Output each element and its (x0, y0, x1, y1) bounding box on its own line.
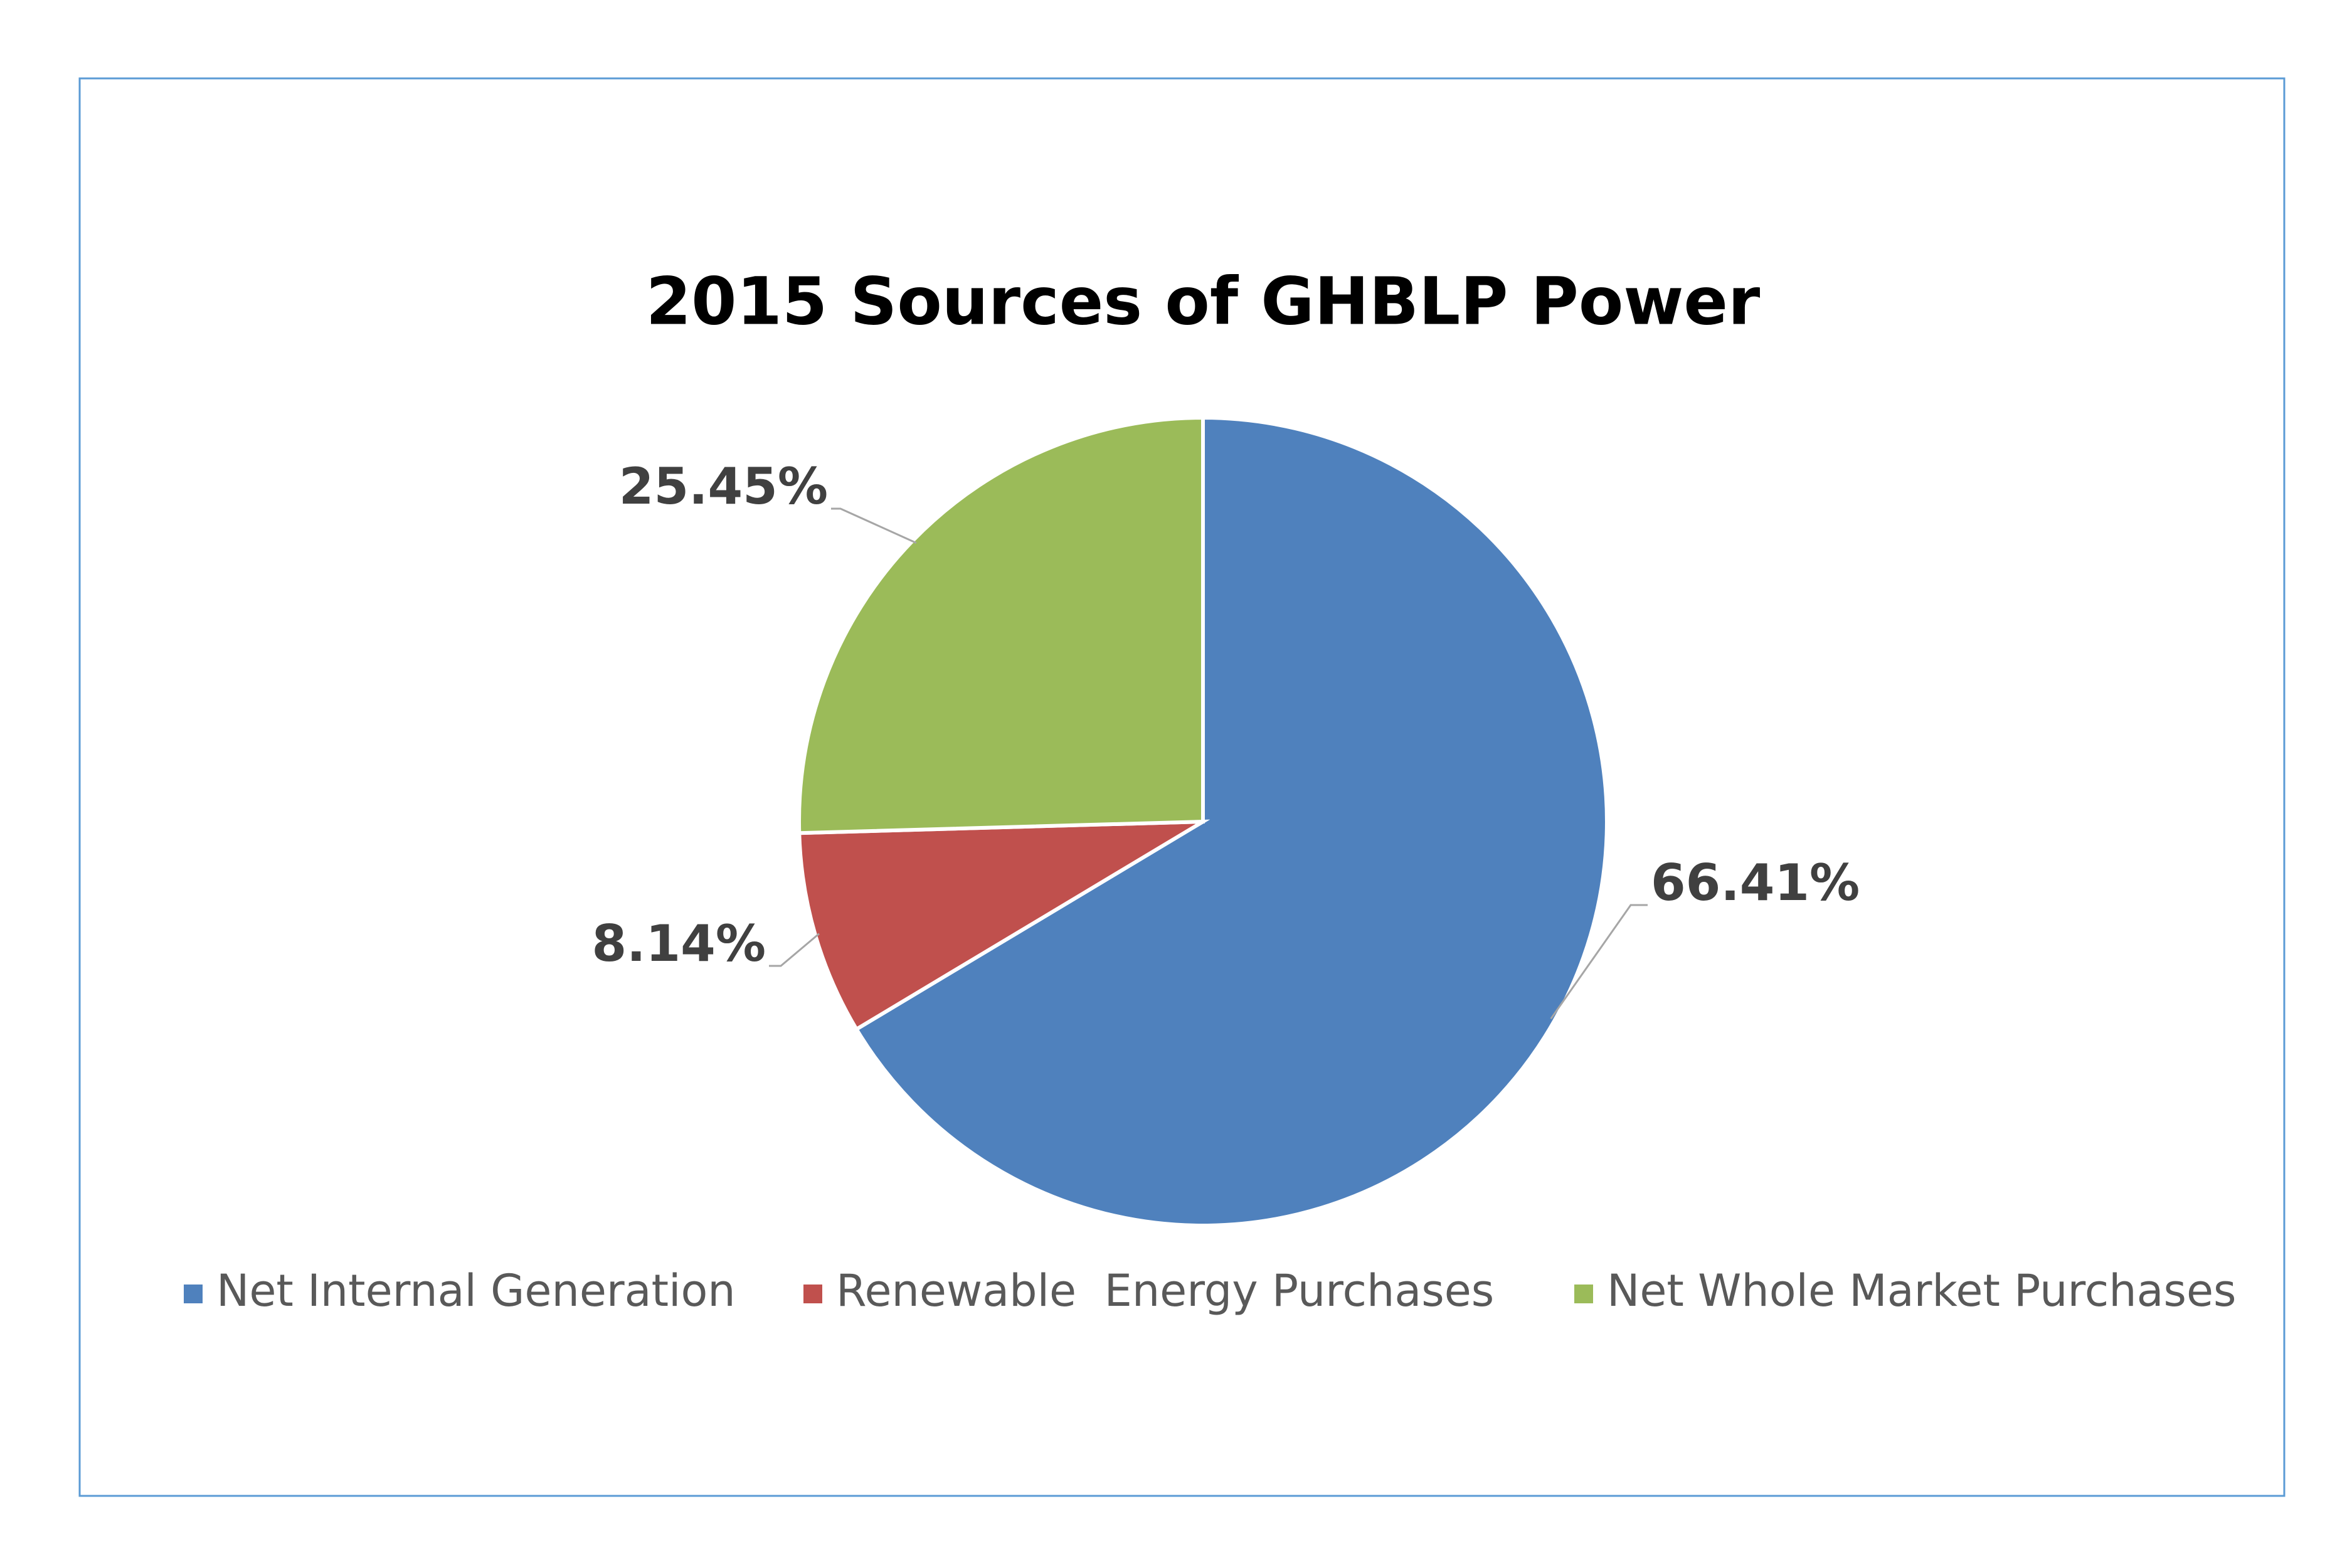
data-label: 8.14% (591, 914, 766, 973)
leader-line (769, 933, 820, 967)
data-label: 66.41% (1651, 854, 1860, 912)
legend-label: Net Whole Market Purchases (1607, 1265, 2237, 1316)
legend-swatch (803, 1285, 822, 1303)
chart-title: 2015 Sources of GHBLP Power (646, 263, 1760, 339)
pie-slice (797, 415, 1205, 835)
data-label: 25.45% (619, 457, 828, 516)
legend-label: Renewable Energy Purchases (836, 1265, 1494, 1316)
legend-swatch (1574, 1285, 1593, 1303)
legend-label: Net Internal Generation (216, 1265, 736, 1316)
pie-slice (797, 819, 1210, 1032)
legend-swatch (184, 1285, 203, 1303)
leader-line (831, 507, 917, 544)
pie-slice (854, 415, 1609, 1227)
leader-line (1550, 904, 1648, 1020)
chart-border (78, 77, 2286, 1497)
